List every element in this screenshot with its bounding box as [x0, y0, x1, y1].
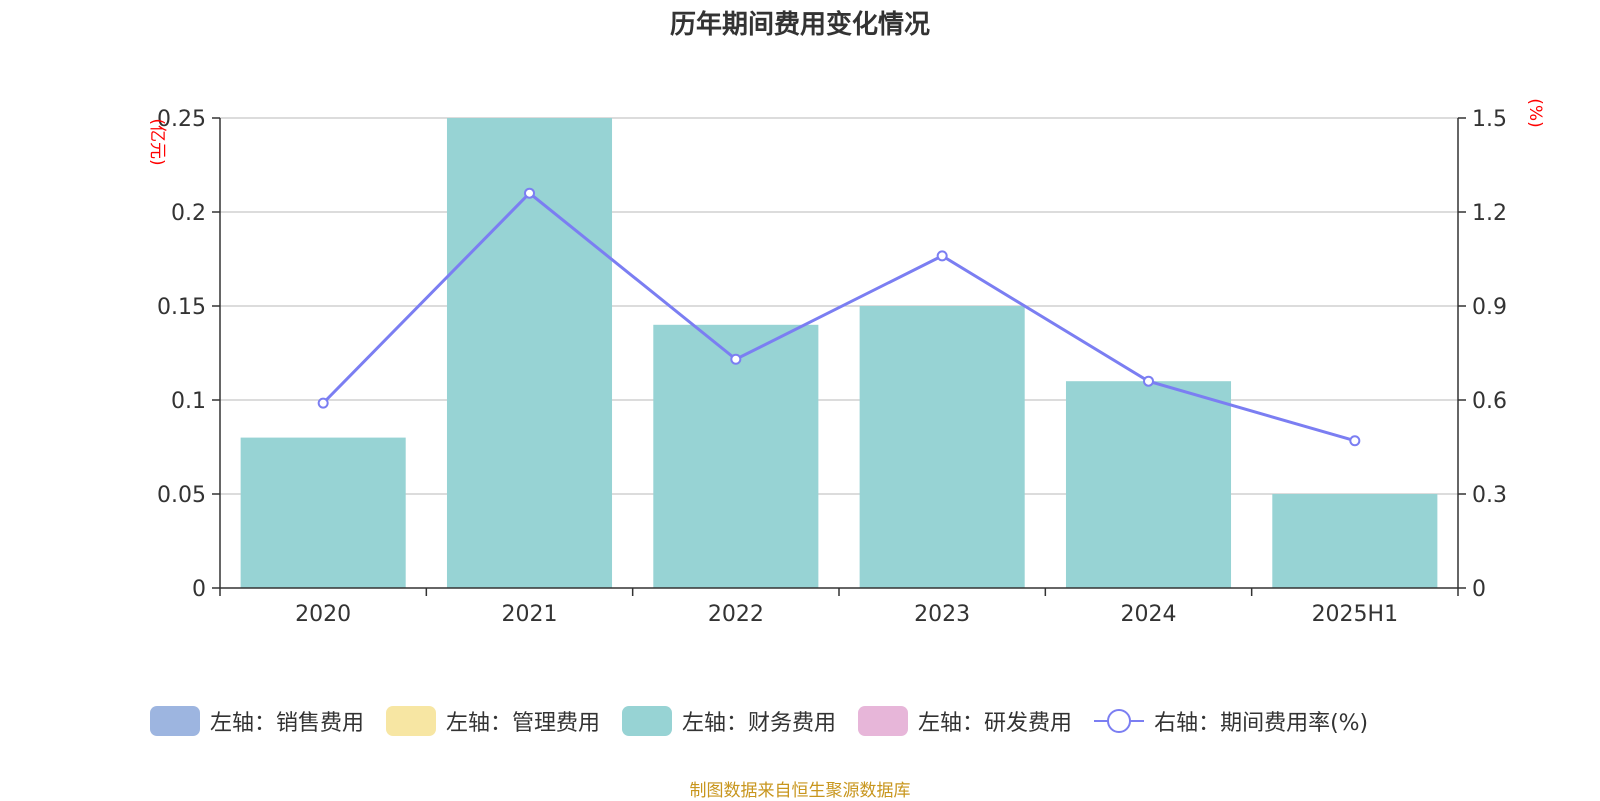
left-tick-label: 0.1: [171, 389, 206, 414]
legend-swatch-finance: [622, 706, 673, 736]
expense-rate-point-2025H1: [1349, 435, 1361, 447]
legend-item-management[interactable]: 左轴：管理费用: [386, 705, 600, 737]
x-tick-label: 2021: [502, 602, 558, 627]
right-tick-label: 1.2: [1472, 201, 1507, 226]
expense-rate-point-2023: [936, 250, 948, 262]
right-axis-unit-label: (%): [1525, 98, 1545, 127]
bar-2020: [240, 437, 406, 588]
left-tick-label: 0.25: [157, 107, 206, 132]
legend-label-sales: 左轴：销售费用: [210, 711, 365, 736]
expense-rate-point-2020: [317, 397, 329, 409]
right-tick-label: 0.3: [1472, 483, 1507, 508]
expense-rate-point-2021: [524, 187, 535, 199]
right-tick-label: 0.6: [1472, 389, 1507, 414]
legend-label-finance: 左轴：财务费用: [682, 711, 837, 736]
data-source-note: 制图数据来自恒生聚源数据库: [689, 781, 911, 801]
legend-swatch-rnd: [858, 706, 909, 736]
expense-rate-line: [322, 191, 1356, 443]
left-tick-label: 0.2: [171, 201, 206, 226]
x-tick-label: 2020: [295, 602, 351, 627]
x-tick-label: 2023: [914, 602, 970, 627]
legend-swatch-management: [386, 706, 437, 736]
right-tick-label: 1.5: [1472, 107, 1507, 132]
chart-title: 历年期间费用变化情况: [669, 10, 930, 40]
x-tick-label: 2024: [1121, 602, 1177, 627]
legend-label-rnd: 左轴：研发费用: [918, 711, 1073, 736]
expense-rate-point-2024: [1143, 375, 1154, 387]
legend-item-finance[interactable]: 左轴：财务费用: [622, 705, 836, 737]
bar-2023: [859, 306, 1025, 588]
chart-canvas: 0 0.05 0.1 0.15 0.2 0.25 0 0.3 0.6 0.9 1.2 1.5 2020 2…: [147, 98, 1545, 627]
legend-line-marker-icon: [1094, 706, 1145, 736]
right-tick-label: 0: [1472, 577, 1486, 602]
bar-2022: [653, 324, 819, 588]
legend-label-expense-rate: 右轴：期间费用率(%): [1154, 711, 1369, 736]
left-tick-label: 0: [192, 577, 206, 602]
left-tick-label: 0.05: [157, 483, 206, 508]
x-tick-label: 2022: [708, 602, 764, 627]
bar-2025H1: [1272, 494, 1438, 588]
expense-rate-point-2022: [730, 353, 742, 365]
x-tick-label: 2025H1: [1312, 602, 1399, 627]
legend-item-expense-rate[interactable]: 右轴：期间费用率(%): [1094, 705, 1368, 737]
legend-swatch-sales: [150, 706, 200, 736]
legend: 左轴：销售费用 左轴：管理费用 左轴：财务费用 左轴：研发费用 右轴：期间费用率…: [150, 705, 1390, 737]
left-axis-unit-label: (亿元): [147, 118, 167, 165]
legend-label-management: 左轴：管理费用: [446, 711, 601, 736]
bar-2024: [1065, 381, 1232, 588]
legend-item-sales[interactable]: 左轴：销售费用: [150, 705, 364, 737]
right-tick-label: 0.9: [1472, 295, 1507, 320]
left-tick-label: 0.15: [157, 295, 206, 320]
legend-item-rnd[interactable]: 左轴：研发费用: [858, 705, 1072, 737]
